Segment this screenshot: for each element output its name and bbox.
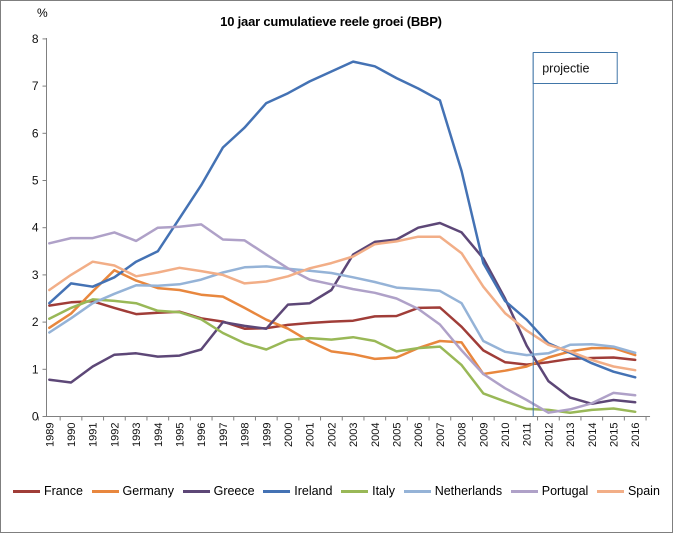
legend-item-spain: Spain	[596, 484, 660, 498]
legend-swatch-spain	[596, 489, 624, 493]
y-tick-label: 5	[32, 174, 39, 188]
legend-label: Greece	[213, 484, 255, 498]
y-tick-label: 1	[32, 362, 39, 376]
x-tick-label: 2010	[500, 423, 512, 447]
x-tick-label: 2015	[609, 423, 621, 447]
legend-label: Portugal	[541, 484, 589, 498]
legend-label: Ireland	[294, 484, 333, 498]
series-line-italy	[48, 298, 637, 414]
series-line-portugal	[48, 223, 637, 414]
y-tick-label: 3	[32, 268, 39, 282]
x-tick-label: 1994	[153, 423, 165, 447]
projection-label-box	[532, 52, 618, 84]
y-tick-label: 7	[32, 79, 39, 93]
legend-label: Spain	[627, 484, 660, 498]
x-tick-label: 1995	[175, 423, 187, 447]
legend-item-portugal: Portugal	[510, 484, 589, 498]
x-tick-label: 2014	[587, 423, 599, 447]
x-tick-label: 2011	[522, 423, 534, 447]
line-chart-plot-area: 0 1 2 3 4 5 6 7 8 1989 1990 1991 1992 1993 1994 1995 199…	[32, 32, 651, 447]
y-tick-label: 6	[32, 126, 39, 140]
legend-item-france: France	[13, 484, 83, 498]
x-tick-label: 2016	[630, 423, 642, 447]
legend-swatch-portugal	[510, 489, 538, 493]
x-tick-label: 2009	[478, 423, 490, 447]
y-tick-label: 4	[32, 221, 39, 235]
x-tick-label: 1993	[131, 423, 143, 447]
series-line-france	[48, 300, 637, 366]
legend-swatch-netherlands	[403, 489, 431, 493]
x-tick-label: 2004	[370, 423, 382, 447]
x-tick-label: 2012	[543, 423, 555, 447]
legend-label: Italy	[372, 484, 396, 498]
chart-title: 10 jaar cumulatieve reele groei (BBP)	[220, 14, 442, 29]
projection-label: projectie	[542, 62, 589, 76]
legend-swatch-germany	[91, 489, 119, 493]
x-tick-label: 1996	[196, 423, 208, 447]
legend-label: Netherlands	[434, 484, 503, 498]
x-tick-label: 2006	[413, 423, 425, 447]
x-tick-label: 1989	[44, 423, 56, 447]
x-tick-label: 2003	[348, 423, 360, 447]
legend-item-greece: Greece	[182, 484, 255, 498]
series-line-ireland	[48, 60, 637, 379]
x-tick-label: 1998	[240, 423, 252, 447]
legend-swatch-ireland	[263, 489, 291, 493]
legend-item-germany: Germany	[91, 484, 174, 498]
y-tick-label: 2	[32, 315, 39, 329]
x-tick-label: 2005	[392, 423, 404, 447]
legend: France Germany Greece Ireland Italy Netherlan…	[13, 484, 660, 498]
y-tick-label: 8	[32, 32, 39, 46]
y-axis-unit-label: %	[37, 6, 48, 20]
x-tick-label: 2013	[565, 423, 577, 447]
legend-label: France	[44, 484, 83, 498]
legend-swatch-france	[13, 489, 40, 493]
x-tick-label: 1999	[261, 423, 273, 447]
x-tick-label: 2002	[326, 423, 338, 447]
legend-item-ireland: Ireland	[263, 484, 332, 498]
x-tick-label: 2008	[457, 423, 469, 447]
legend-item-netherlands: Netherlands	[403, 484, 503, 498]
y-tick-label: 0	[32, 410, 39, 424]
legend-item-italy: Italy	[341, 484, 395, 498]
x-tick-label: 1992	[109, 423, 121, 447]
x-tick-label: 2007	[435, 423, 447, 447]
legend-swatch-greece	[182, 489, 210, 493]
series-line-greece	[48, 221, 637, 406]
series-line-spain	[48, 235, 637, 372]
x-tick-label: 2001	[305, 423, 317, 447]
x-tick-label: 2000	[283, 423, 295, 447]
legend-label: Germany	[122, 484, 174, 498]
legend-swatch-italy	[341, 489, 369, 493]
x-tick-label: 1997	[218, 423, 230, 447]
x-tick-label: 1990	[66, 423, 78, 447]
series-line-netherlands	[48, 265, 637, 357]
x-tick-label: 1991	[88, 423, 100, 447]
